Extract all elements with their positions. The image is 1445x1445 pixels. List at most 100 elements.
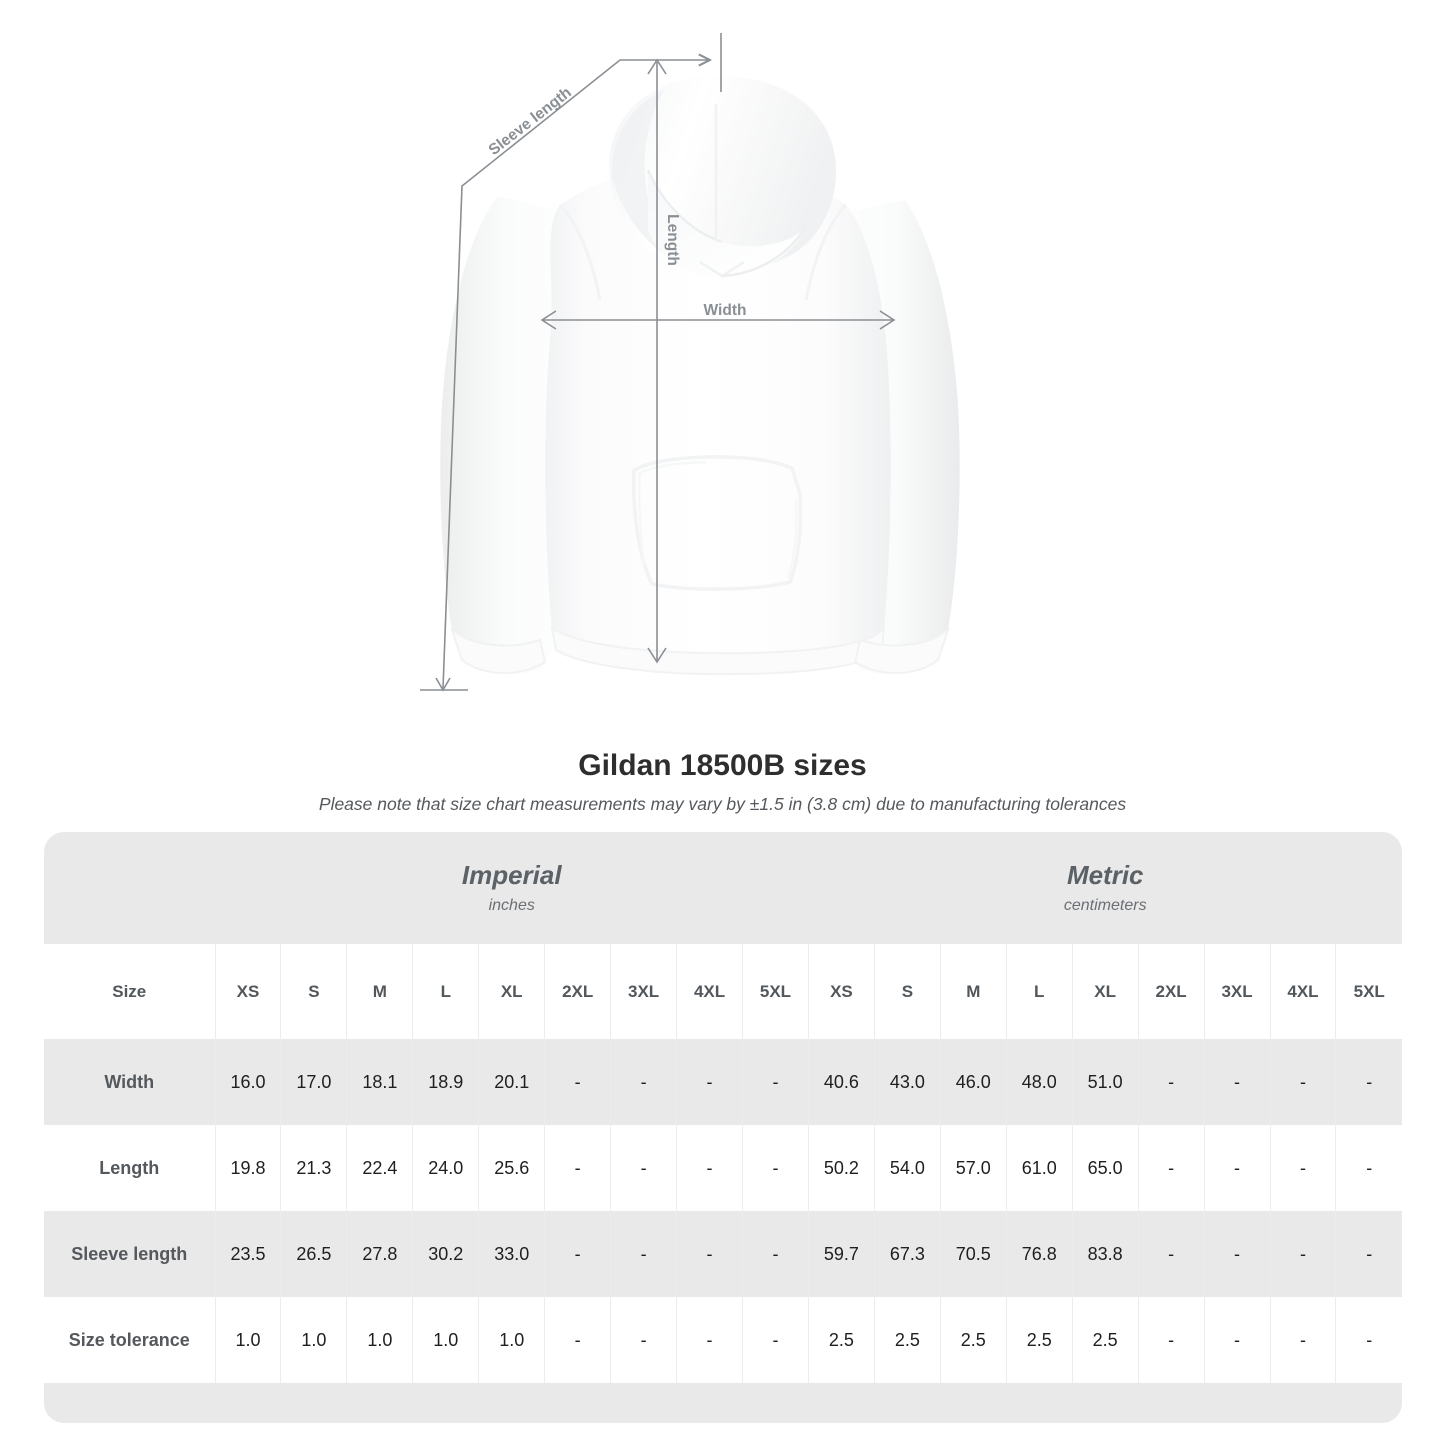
cell-imperial-s: 1.0 — [280, 1297, 347, 1383]
size-header-s: S — [873, 944, 941, 1039]
cell-metric-5xl: - — [1335, 1211, 1402, 1297]
cell-metric-4xl: - — [1269, 1211, 1336, 1297]
cell-imperial-5xl: - — [742, 1211, 809, 1297]
cell-imperial-xs: 1.0 — [214, 1297, 281, 1383]
cell-metric-s: 43.0 — [873, 1039, 941, 1125]
cell-imperial-4xl: - — [676, 1125, 743, 1211]
size-header-l: L — [1005, 944, 1073, 1039]
cell-imperial-s: 17.0 — [280, 1039, 347, 1125]
row-label: Width — [44, 1039, 215, 1125]
cell-metric-xs: 2.5 — [807, 1297, 875, 1383]
length-line — [647, 58, 667, 664]
cell-imperial-4xl: - — [676, 1039, 743, 1125]
cell-imperial-m: 27.8 — [346, 1211, 413, 1297]
cell-imperial-l: 30.2 — [412, 1211, 479, 1297]
size-header-3xl: 3XL — [610, 944, 677, 1039]
unit-header-imperial: Imperial inches — [215, 832, 809, 944]
row-label: Size tolerance — [44, 1297, 215, 1383]
cell-imperial-5xl: - — [742, 1297, 809, 1383]
table-row: Sleeve length 23.5 26.5 27.8 30.2 33.0- - - -59.… — [44, 1211, 1402, 1297]
cell-imperial-xl: 1.0 — [478, 1297, 545, 1383]
cell-metric-5xl: - — [1335, 1297, 1402, 1383]
row-label: Length — [44, 1125, 215, 1211]
cell-imperial-2xl: - — [544, 1039, 611, 1125]
cell-imperial-4xl: - — [676, 1297, 743, 1383]
cell-imperial-m: 22.4 — [346, 1125, 413, 1211]
cell-imperial-5xl: - — [742, 1125, 809, 1211]
cell-metric-xs: 59.7 — [807, 1211, 875, 1297]
cell-imperial-3xl: - — [610, 1211, 677, 1297]
sleeve-length-label: Sleeve length — [486, 84, 575, 159]
size-header-xs: XS — [214, 944, 281, 1039]
cell-imperial-xl: 25.6 — [478, 1125, 545, 1211]
size-header-s: S — [280, 944, 347, 1039]
cell-imperial-l: 24.0 — [412, 1125, 479, 1211]
cell-imperial-xs: 19.8 — [214, 1125, 281, 1211]
unit-header-spacer — [44, 832, 215, 944]
cell-metric-s: 54.0 — [873, 1125, 941, 1211]
sleeve-length-line — [420, 33, 722, 692]
cell-imperial-l: 18.9 — [412, 1039, 479, 1125]
cell-metric-xl: 65.0 — [1071, 1125, 1139, 1211]
unit-header-row: Imperial inches Metric centimeters — [44, 832, 1402, 944]
cell-metric-2xl: - — [1137, 1039, 1205, 1125]
cell-metric-5xl: - — [1335, 1125, 1402, 1211]
cell-metric-xl: 83.8 — [1071, 1211, 1139, 1297]
size-header-4xl: 4XL — [1269, 944, 1336, 1039]
row-label: Sleeve length — [44, 1211, 215, 1297]
cell-imperial-xl: 20.1 — [478, 1039, 545, 1125]
cell-metric-m: 2.5 — [939, 1297, 1007, 1383]
size-header-3xl: 3XL — [1203, 944, 1271, 1039]
size-header-xl: XL — [1071, 944, 1139, 1039]
table-footer-strip — [44, 1383, 1402, 1423]
cell-imperial-3xl: - — [610, 1125, 677, 1211]
title-block: Gildan 18500B sizes Please note that siz… — [0, 748, 1445, 815]
cell-imperial-m: 18.1 — [346, 1039, 413, 1125]
cell-metric-l: 76.8 — [1005, 1211, 1073, 1297]
size-header-xl: XL — [478, 944, 545, 1039]
cell-imperial-4xl: - — [676, 1211, 743, 1297]
cell-metric-xs: 50.2 — [807, 1125, 875, 1211]
size-header-4xl: 4XL — [676, 944, 743, 1039]
cell-imperial-s: 26.5 — [280, 1211, 347, 1297]
unit-name: Metric — [1066, 860, 1144, 890]
cell-metric-3xl: - — [1203, 1297, 1271, 1383]
tolerance-note: Please note that size chart measurements… — [318, 794, 1127, 814]
size-header-2xl: 2XL — [1137, 944, 1205, 1039]
unit-name: Imperial — [461, 860, 562, 890]
cell-imperial-l: 1.0 — [412, 1297, 479, 1383]
size-header-row: Size XS S M L XL 2XL 3XL 4XL 5XL XS S M L XL 2XL 3XL 4XL 5… — [44, 944, 1402, 1039]
cell-metric-l: 2.5 — [1005, 1297, 1073, 1383]
cell-metric-2xl: - — [1137, 1211, 1205, 1297]
cell-metric-m: 57.0 — [939, 1125, 1007, 1211]
cell-imperial-m: 1.0 — [346, 1297, 413, 1383]
cell-metric-4xl: - — [1269, 1125, 1336, 1211]
cell-metric-m: 46.0 — [939, 1039, 1007, 1125]
cell-metric-xl: 51.0 — [1071, 1039, 1139, 1125]
cell-metric-l: 48.0 — [1005, 1039, 1073, 1125]
cell-metric-m: 70.5 — [939, 1211, 1007, 1297]
cell-imperial-3xl: - — [610, 1297, 677, 1383]
page-title: Gildan 18500B sizes — [578, 749, 867, 782]
size-header-2xl: 2XL — [544, 944, 611, 1039]
cell-metric-5xl: - — [1335, 1039, 1402, 1125]
cell-imperial-2xl: - — [544, 1125, 611, 1211]
cell-imperial-3xl: - — [610, 1039, 677, 1125]
cell-metric-4xl: - — [1269, 1039, 1336, 1125]
cell-imperial-2xl: - — [544, 1297, 611, 1383]
cell-metric-3xl: - — [1203, 1125, 1271, 1211]
cell-imperial-2xl: - — [544, 1211, 611, 1297]
cell-metric-2xl: - — [1137, 1125, 1205, 1211]
size-table: Imperial inches Metric centimeters Size XS S M L… — [44, 832, 1402, 1423]
size-header-xs: XS — [807, 944, 875, 1039]
measurement-lines — [420, 33, 896, 692]
size-chart-table: Imperial inches Metric centimeters Size XS S M L… — [44, 832, 1402, 1423]
table-row: Size tolerance 1.0 1.0 1.0 1.0 1.0- - - -2.5 2.5 2… — [44, 1297, 1402, 1383]
width-line — [540, 310, 896, 330]
table-row: Length 19.8 21.3 22.4 24.0 25.6- - - -50.2 54.0 57… — [44, 1125, 1402, 1211]
cell-metric-s: 67.3 — [873, 1211, 941, 1297]
unit-header-metric: Metric centimeters — [808, 832, 1402, 944]
hoodie-graphic — [440, 76, 960, 676]
cell-imperial-xl: 33.0 — [478, 1211, 545, 1297]
cell-imperial-5xl: - — [742, 1039, 809, 1125]
